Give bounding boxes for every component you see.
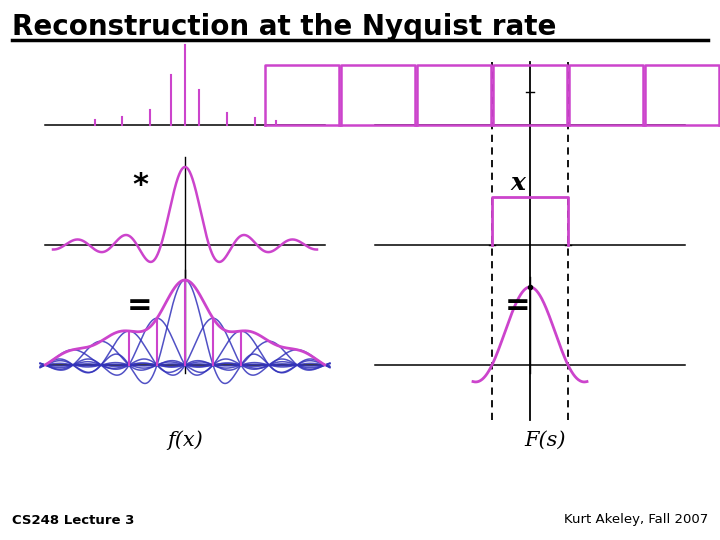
Text: x: x [510, 171, 526, 195]
Text: Reconstruction at the Nyquist rate: Reconstruction at the Nyquist rate [12, 13, 557, 41]
Text: =: = [505, 291, 531, 320]
Text: =: = [127, 291, 153, 320]
Text: *: * [132, 171, 148, 199]
Text: F(s): F(s) [524, 430, 566, 449]
Text: f(x): f(x) [167, 430, 203, 450]
Text: Kurt Akeley, Fall 2007: Kurt Akeley, Fall 2007 [564, 514, 708, 526]
Text: CS248 Lecture 3: CS248 Lecture 3 [12, 514, 135, 526]
